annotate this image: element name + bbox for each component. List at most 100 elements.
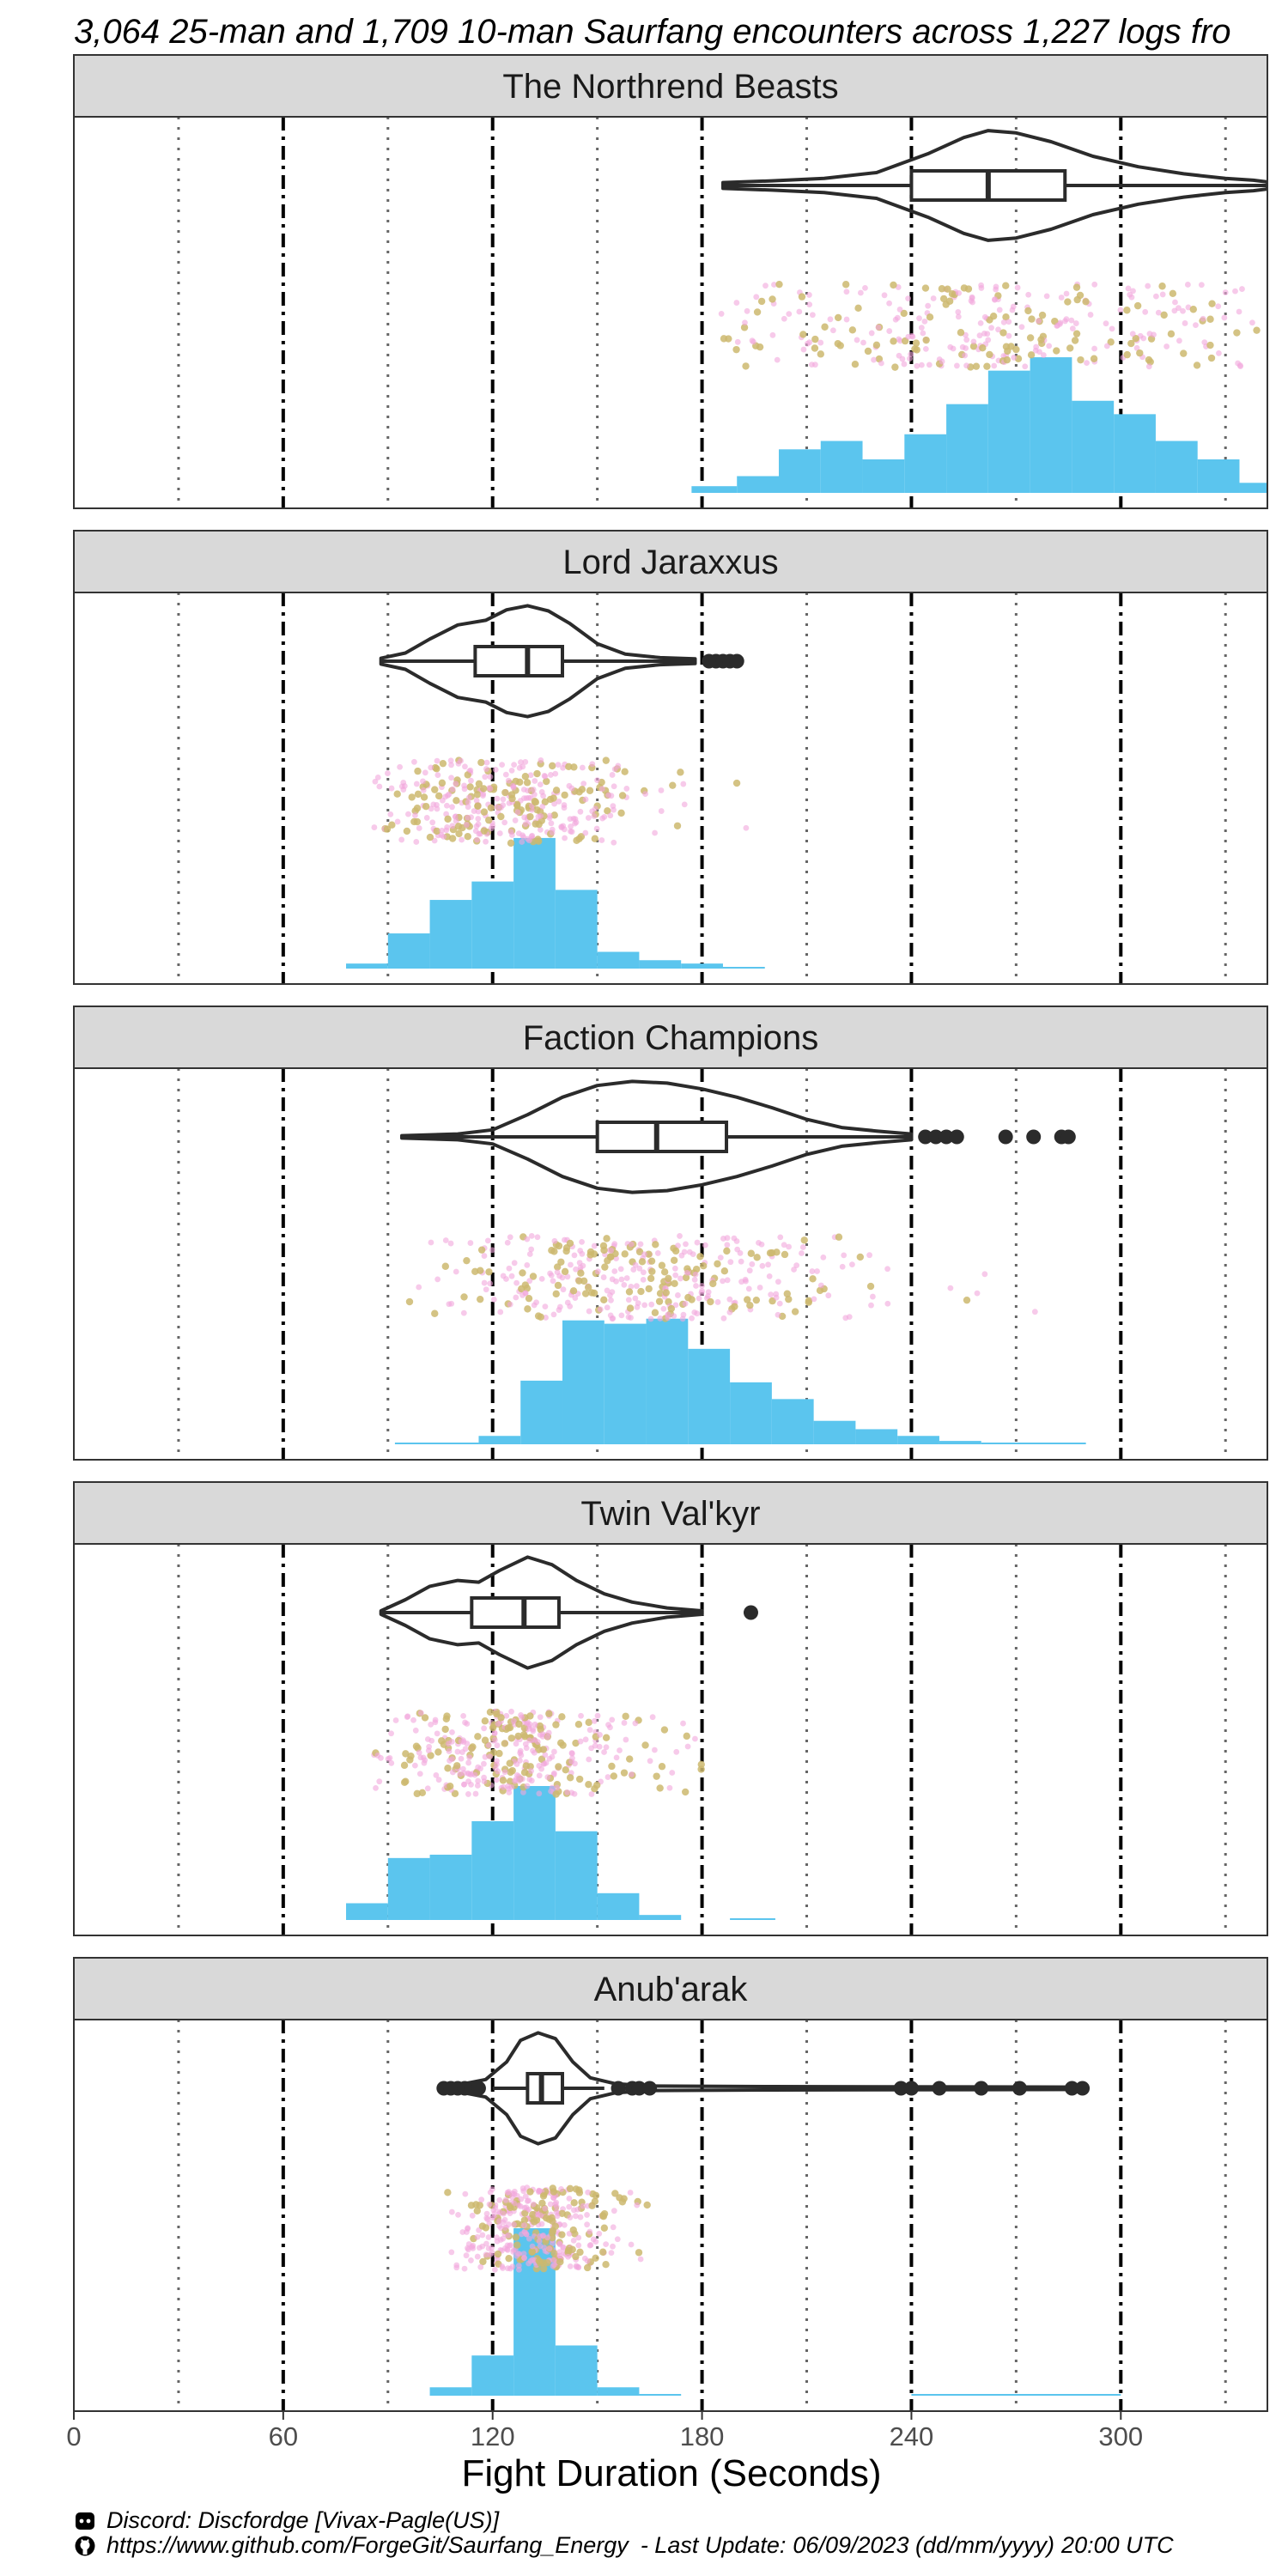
jitter-point-10man <box>388 1759 395 1766</box>
jitter-point-10man <box>992 296 998 303</box>
jitter-point-10man <box>550 1311 557 1318</box>
jitter-point-10man <box>527 772 534 779</box>
jitter-point-10man <box>985 337 992 343</box>
jitter-point-10man <box>374 774 381 781</box>
jitter-point-25man <box>566 1239 574 1248</box>
jitter-point-25man <box>611 2190 619 2197</box>
jitter-point-10man <box>1176 305 1182 312</box>
jitter-point-25man <box>530 2218 538 2226</box>
jitter-point-25man <box>564 2246 573 2255</box>
jitter-point-10man <box>786 311 793 318</box>
jitter-point-10man <box>634 2202 641 2208</box>
jitter-point-25man <box>912 339 920 347</box>
jitter-point-25man <box>655 1297 664 1305</box>
jitter-point-10man <box>447 757 454 764</box>
jitter-point-25man <box>466 783 474 791</box>
jitter-point-10man <box>683 1269 690 1276</box>
jitter-point-10man <box>479 2232 486 2239</box>
jitter-point-10man <box>724 1242 731 1249</box>
jitter-point-10man <box>504 2242 511 2249</box>
jitter-point-10man <box>604 1304 611 1311</box>
jitter-point-25man <box>720 1267 729 1275</box>
jitter-point-25man <box>1208 300 1216 307</box>
jitter-point-25man <box>610 1772 618 1780</box>
jitter-point-10man <box>528 1232 535 1239</box>
jitter-point-25man <box>548 1247 556 1255</box>
jitter-point-10man <box>458 1738 465 1745</box>
jitter-point-10man <box>981 331 987 337</box>
jitter-point-25man <box>526 812 534 821</box>
jitter-point-25man <box>383 825 392 833</box>
jitter-point-10man <box>531 791 538 798</box>
facets: The Northrend Beasts Lord Jaraxxus Faction… <box>73 54 1268 2412</box>
histogram-bar <box>471 881 514 969</box>
jitter-point-25man <box>603 1235 611 1242</box>
jitter-point-25man <box>660 1726 669 1734</box>
jitter-point-10man <box>854 337 860 343</box>
jitter-point-10man <box>496 2196 503 2203</box>
histogram-bar <box>429 2387 472 2396</box>
jitter-point-10man <box>434 757 440 764</box>
jitter-point-25man <box>534 835 542 843</box>
jitter-point-25man <box>1123 307 1131 314</box>
jitter-point-25man <box>532 820 539 828</box>
x-tick-label: 60 <box>269 2421 298 2451</box>
jitter-point-25man <box>522 1762 531 1770</box>
jitter-point-25man <box>575 1775 584 1783</box>
jitter-point-25man <box>507 1735 515 1742</box>
jitter-point-25man <box>714 1260 721 1268</box>
facet-panel <box>74 2020 1267 2411</box>
violin <box>379 1555 704 1670</box>
jitter-point-25man <box>1026 334 1035 342</box>
jitter-point-25man <box>1206 315 1214 323</box>
jitter-point-25man <box>775 280 783 289</box>
jitter-point-25man <box>1053 347 1060 355</box>
jitter-point-10man <box>439 827 446 834</box>
jitter-point-10man <box>495 1768 501 1775</box>
jitter-point-10man <box>669 1770 676 1776</box>
jitter-point-25man <box>697 1765 705 1773</box>
jitter-point-10man <box>546 2245 553 2252</box>
jitter-point-10man <box>511 2190 518 2197</box>
jitter-point-25man <box>1145 355 1153 364</box>
jitter-point-10man <box>901 361 908 368</box>
jitter-point-10man <box>483 2251 489 2258</box>
jitter-point-10man <box>599 815 606 822</box>
jitter-point-10man <box>1142 308 1149 315</box>
jitter-point-10man <box>573 1266 579 1273</box>
jitter-point-25man <box>444 2189 452 2196</box>
jitter-point-10man <box>542 2205 549 2212</box>
jitter-point-25man <box>438 1737 446 1745</box>
jitter-point-25man <box>554 1281 562 1290</box>
jitter-point-25man <box>1002 282 1010 289</box>
jitter-point-10man <box>521 814 528 821</box>
jitter-point-10man <box>385 770 391 776</box>
jitter-point-25man <box>529 2210 537 2219</box>
jitter-point-25man <box>665 1274 672 1283</box>
jitter-point-10man <box>593 825 600 832</box>
jitter-point-10man <box>526 1725 532 1732</box>
jitter-point-10man <box>726 1309 733 1315</box>
jitter-point-10man <box>452 813 459 820</box>
jitter-point-10man <box>539 1731 546 1738</box>
jitter-point-10man <box>1036 318 1042 325</box>
jitter-point-10man <box>596 1743 603 1750</box>
jitter-point-25man <box>581 1290 590 1297</box>
histogram-bar <box>513 1786 556 1920</box>
jitter-point-10man <box>781 315 787 322</box>
jitter-point-10man <box>684 1743 691 1750</box>
box-outlier <box>471 2081 486 2096</box>
jitter-point-10man <box>776 1300 783 1307</box>
jitter-point-25man <box>1002 313 1010 321</box>
jitter-point-10man <box>918 325 925 331</box>
jitter-point-25man <box>851 360 860 368</box>
jitter-point-25man <box>446 1782 454 1790</box>
jitter-point-10man <box>551 1748 557 1755</box>
jitter-point-25man <box>441 1262 450 1270</box>
jitter-point-10man <box>881 292 888 299</box>
jitter-point-10man <box>1046 343 1053 349</box>
jitter-point-10man <box>572 1760 578 1767</box>
jitter-point-10man <box>875 324 882 331</box>
jitter-point-25man <box>1071 337 1079 344</box>
jitter-point-10man <box>511 2221 517 2228</box>
